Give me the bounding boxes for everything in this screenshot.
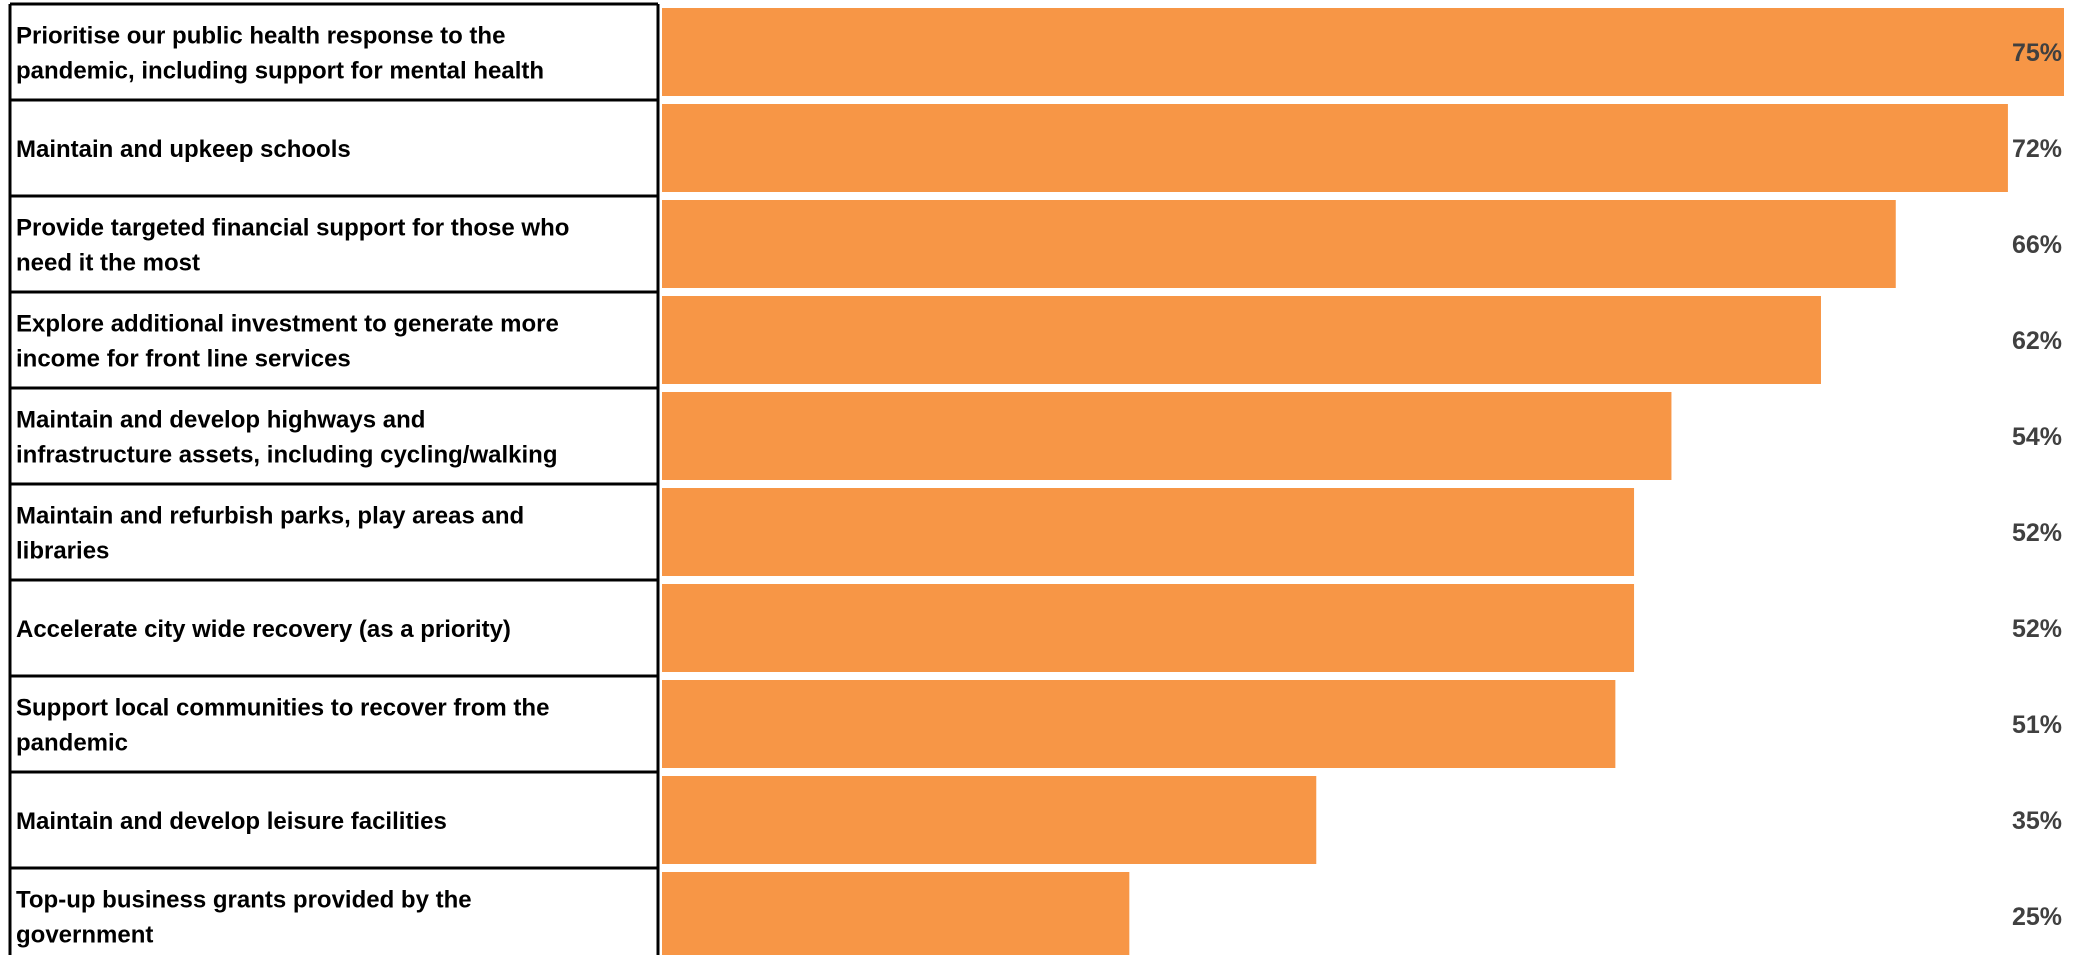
value-label-6: 52% [2012,519,2062,547]
bar-1 [662,8,2064,96]
bar-5 [662,392,1672,480]
bar-10 [662,872,1130,955]
bar-3 [662,200,1896,288]
category-label-3: Provide targeted financial support for t… [16,215,569,277]
value-label-3: 66% [2012,231,2062,259]
value-label-5: 54% [2012,423,2062,451]
bar-4 [662,296,1821,384]
bar-7 [662,584,1635,672]
value-label-4: 62% [2012,327,2062,355]
value-label-9: 35% [2012,807,2062,835]
category-label-4: Explore additional investment to generat… [16,311,559,373]
category-label-9: Maintain and develop leisure facilities [16,808,447,835]
category-label-1: Prioritise our public health response to… [16,23,544,85]
value-label-1: 75% [2012,39,2062,67]
bar-8 [662,680,1616,768]
bar-2 [662,104,2008,192]
category-label-2: Maintain and upkeep schools [16,136,351,163]
value-label-8: 51% [2012,711,2062,739]
bar-9 [662,776,1317,864]
value-label-10: 25% [2012,903,2062,931]
category-label-7: Accelerate city wide recovery (as a prio… [16,616,511,643]
category-label-6: Maintain and refurbish parks, play areas… [16,503,524,565]
category-label-5: Maintain and develop highways and infrast… [16,407,557,469]
value-label-7: 52% [2012,615,2062,643]
value-label-2: 72% [2012,135,2062,163]
bar-6 [662,488,1635,576]
category-label-10: Top-up business grants provided by the go… [16,887,472,949]
category-label-8: Support local communities to recover fro… [16,695,549,757]
